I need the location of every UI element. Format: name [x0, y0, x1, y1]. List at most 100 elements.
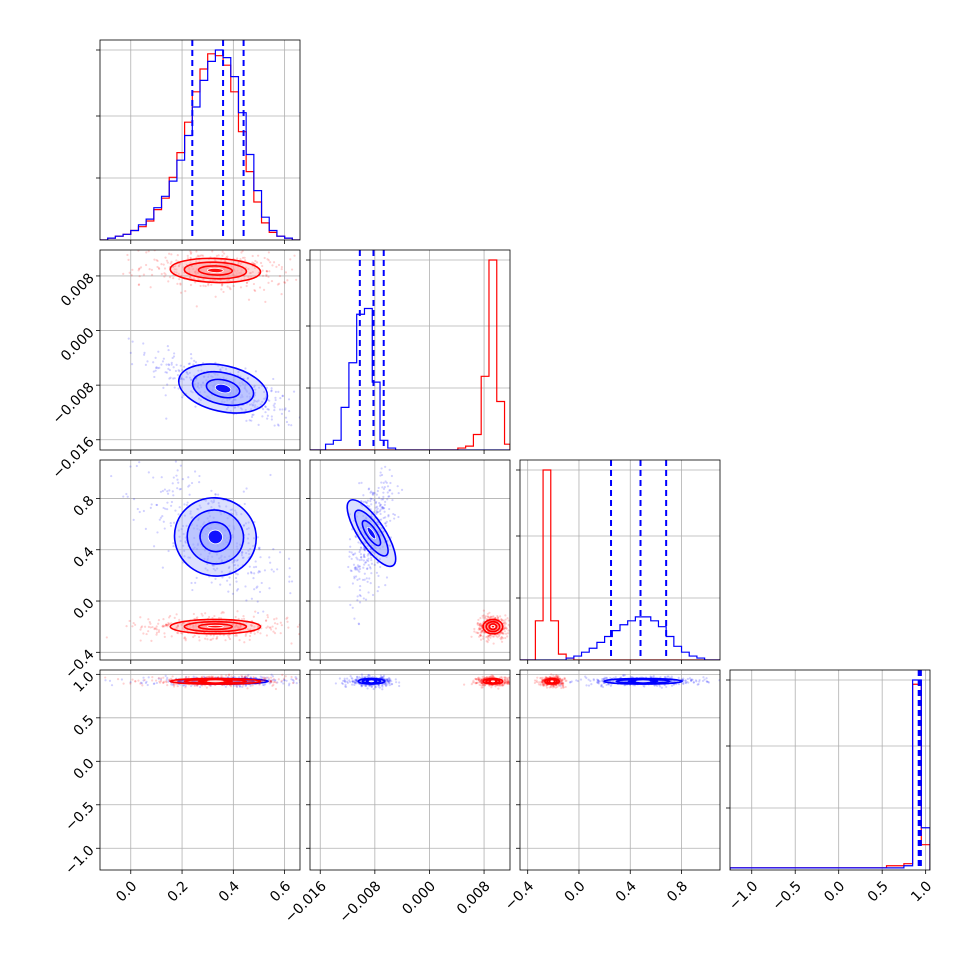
scatter-point-red — [285, 617, 288, 620]
scatter-point-blue — [374, 502, 377, 505]
scatter-point-blue — [178, 506, 181, 509]
scatter-point-blue — [197, 383, 200, 386]
scatter-point-red — [243, 256, 246, 259]
scatter-point-red — [221, 250, 224, 253]
scatter-point-blue — [252, 566, 256, 569]
scatter-point-red — [506, 632, 510, 635]
scatter-point-blue — [249, 570, 253, 574]
scatter-point-blue — [234, 572, 238, 575]
scatter-point-blue — [358, 565, 361, 568]
scatter-point-blue — [359, 546, 363, 549]
scatter-point-blue — [288, 575, 291, 578]
scatter-point-blue — [277, 424, 280, 427]
scatter-point-blue — [302, 682, 304, 684]
scatter-point-blue — [677, 676, 680, 679]
scatter-point-blue — [377, 486, 380, 490]
scatter-point-red — [151, 679, 154, 682]
scatter-point-blue — [166, 508, 169, 511]
scatter-point-red — [504, 618, 507, 621]
scatter-point-red — [222, 290, 225, 294]
scatter-point-blue — [362, 555, 366, 558]
scatter-point-blue — [385, 524, 388, 528]
scatter-point-red — [290, 675, 293, 679]
scatter-point-blue — [188, 371, 191, 374]
scatter-point-blue — [161, 489, 164, 493]
scatter-point-blue — [233, 378, 236, 381]
scatter-point-blue — [198, 481, 201, 484]
scatter-point-blue — [304, 679, 306, 681]
x-tick-label: −0.008 — [337, 878, 385, 926]
scatter-point-red — [304, 682, 306, 684]
scatter-point-blue — [273, 402, 276, 405]
scatter-point-red — [272, 678, 276, 681]
scatter-point-blue — [171, 490, 174, 493]
scatter-point-red — [286, 279, 289, 282]
scatter-point-blue — [284, 407, 287, 410]
scatter-point-blue — [166, 490, 169, 493]
scatter-point-blue — [226, 399, 229, 402]
scatter-point-red — [122, 682, 125, 685]
scatter-point-blue — [334, 682, 337, 685]
scatter-point-red — [261, 269, 264, 272]
scatter-point-blue — [259, 403, 262, 406]
scatter-point-red — [178, 278, 181, 281]
scatter-point-blue — [145, 680, 148, 683]
scatter-point-blue — [110, 474, 113, 478]
scatter-point-blue — [368, 684, 371, 687]
scatter-point-blue — [338, 677, 341, 680]
scatter-point-red — [536, 676, 539, 679]
scatter-point-blue — [378, 496, 381, 499]
scatter-point-blue — [682, 677, 685, 680]
scatter-point-blue — [284, 416, 288, 419]
scatter-point-blue — [379, 503, 382, 507]
scatter-point-red — [216, 635, 219, 638]
scatter-point-red — [184, 686, 187, 689]
scatter-point-blue — [171, 482, 174, 485]
scatter-point-blue — [182, 378, 186, 381]
scatter-point-red — [265, 619, 268, 622]
scatter-point-red — [271, 625, 274, 628]
scatter-point-blue — [389, 519, 392, 522]
scatter-point-blue — [147, 471, 150, 474]
scatter-point-blue — [217, 493, 220, 496]
scatter-point-red — [504, 614, 507, 617]
scatter-point-blue — [705, 677, 708, 680]
scatter-point-red — [170, 253, 173, 256]
scatter-point-red — [479, 678, 482, 682]
scatter-point-blue — [705, 680, 708, 683]
scatter-point-red — [206, 638, 209, 641]
scatter-point-blue — [168, 363, 171, 367]
scatter-point-blue — [198, 685, 202, 689]
scatter-point-red — [243, 641, 246, 644]
scatter-point-blue — [152, 545, 156, 548]
scatter-point-blue — [370, 497, 373, 501]
scatter-point-blue — [349, 569, 352, 572]
scatter-point-blue — [304, 681, 306, 683]
scatter-point-red — [475, 681, 478, 684]
scatter-point-red — [259, 632, 262, 635]
x-tick-label: 0.0 — [821, 878, 848, 905]
scatter-point-red — [556, 685, 559, 689]
scatter-point-blue — [177, 369, 180, 372]
scatter-point-red — [128, 619, 131, 623]
scatter-point-blue — [391, 492, 394, 495]
scatter-point-blue — [274, 398, 277, 402]
scatter-point-blue — [382, 491, 385, 494]
scatter-point-red — [561, 679, 564, 682]
scatter-point-red — [173, 616, 176, 619]
scatter-point-blue — [377, 585, 380, 589]
scatter-point-blue — [244, 585, 247, 588]
scatter-point-blue — [208, 397, 211, 400]
scatter-point-red — [267, 251, 270, 254]
scatter-point-blue — [234, 406, 237, 409]
scatter-point-blue — [398, 684, 401, 688]
scatter-point-red — [157, 676, 161, 680]
scatter-point-red — [479, 634, 482, 637]
panel-background — [730, 670, 930, 870]
scatter-point-red — [266, 258, 269, 261]
scatter-point-blue — [353, 566, 356, 570]
scatter-point-red — [204, 284, 207, 288]
scatter-point-blue — [172, 355, 176, 358]
scatter-point-blue — [234, 576, 238, 580]
scatter-point-blue — [104, 679, 107, 682]
